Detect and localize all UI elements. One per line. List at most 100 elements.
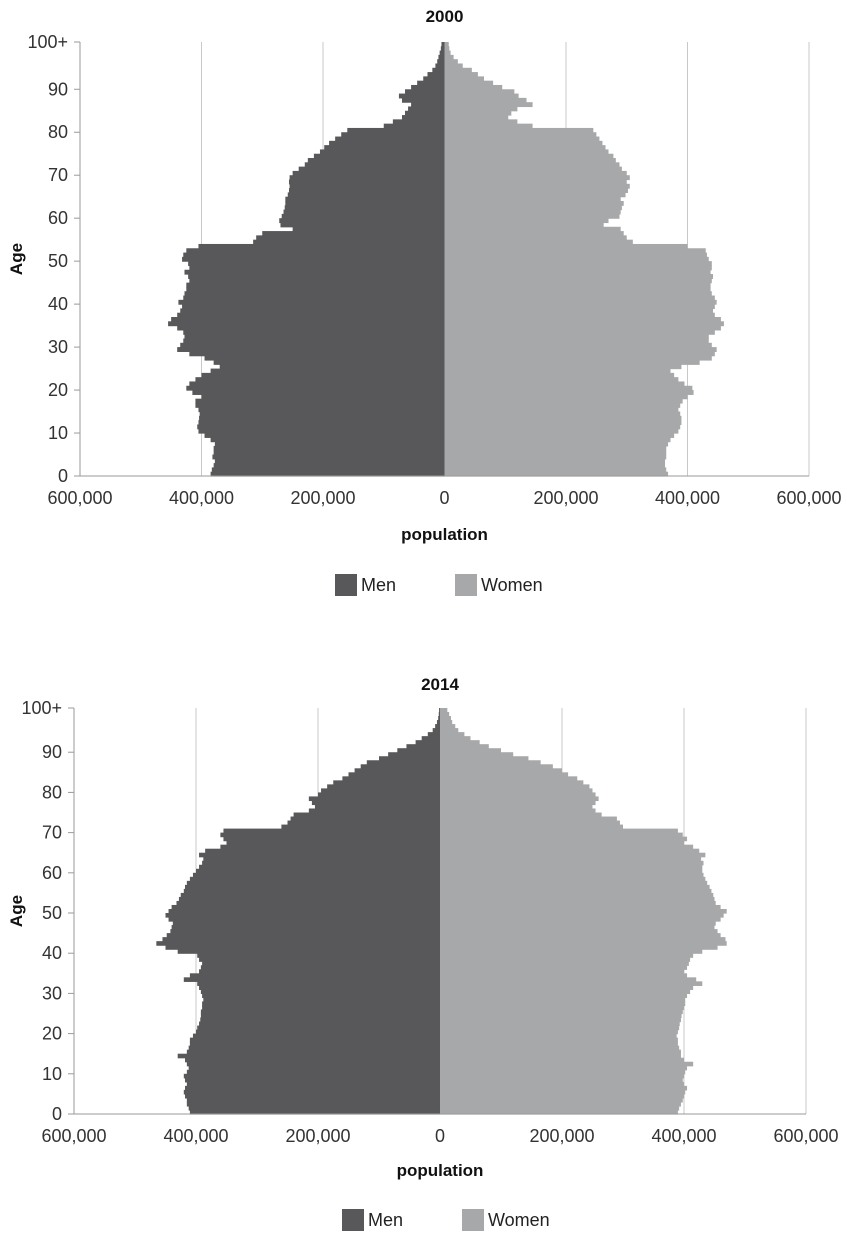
bar-men — [165, 913, 440, 918]
bar-women — [444, 84, 503, 90]
bar-women — [440, 977, 697, 982]
bar-women — [444, 355, 712, 361]
bar-men — [435, 63, 445, 69]
bar-men — [354, 768, 440, 773]
bar-women — [440, 820, 620, 826]
y-tick-label: 20 — [42, 1024, 62, 1044]
y-tick-label: 80 — [42, 782, 62, 802]
x-tick-label: 600,000 — [773, 1126, 838, 1146]
bar-men — [177, 949, 440, 954]
bar-women — [444, 325, 721, 331]
bar-women — [444, 54, 454, 60]
bar-women — [444, 329, 715, 335]
bar-women — [444, 424, 681, 430]
bar-men — [202, 1005, 440, 1011]
bar-women — [440, 752, 514, 757]
bar-women — [444, 115, 509, 120]
bar-women — [444, 269, 711, 275]
bar-women — [440, 880, 708, 886]
bar-men — [415, 740, 440, 745]
bar-men — [366, 760, 440, 765]
bar-men — [198, 243, 445, 249]
bar-women — [440, 1061, 694, 1067]
bar-women — [444, 261, 712, 267]
bar-women — [440, 1009, 683, 1015]
bar-men — [253, 239, 445, 245]
bar-women — [440, 933, 721, 938]
bar-women — [444, 123, 533, 129]
bar-women — [444, 286, 711, 292]
bar-women — [444, 368, 671, 374]
bar-men — [200, 965, 440, 970]
bar-women — [440, 973, 688, 978]
pyramid-chart-2000: 2000 600,000 400,000 200,000 0 200,000 400,00… — [7, 7, 842, 596]
bar-women — [440, 941, 727, 946]
bar-men — [333, 780, 440, 785]
bar-men — [348, 772, 440, 777]
y-tick-label: 10 — [42, 1064, 62, 1084]
legend-label-women: Women — [481, 575, 543, 595]
bar-women — [444, 209, 621, 215]
bar-men — [203, 856, 440, 862]
bar-women — [440, 949, 703, 954]
bar-women — [440, 969, 684, 974]
men-bars — [156, 708, 441, 1115]
bar-men — [189, 381, 445, 387]
bar-men — [171, 925, 440, 930]
bar-men — [195, 398, 445, 404]
bar-women — [440, 740, 480, 745]
bar-men — [204, 355, 445, 361]
y-tick-label: 100+ — [27, 32, 68, 52]
bar-women — [444, 93, 519, 99]
bar-men — [183, 338, 445, 344]
bar-men — [280, 222, 445, 228]
bar-women — [440, 904, 721, 910]
bar-women — [444, 334, 709, 340]
bar-men — [285, 200, 445, 206]
y-tick-label: 60 — [42, 863, 62, 883]
chart-title: 2000 — [426, 7, 464, 26]
bar-men — [165, 945, 440, 950]
y-tick-label: 20 — [48, 380, 68, 400]
bar-women — [440, 908, 727, 914]
bar-men — [171, 904, 440, 910]
bar-men — [214, 458, 445, 464]
bar-women — [444, 458, 666, 464]
bar-men — [171, 317, 445, 322]
bar-men — [304, 162, 445, 168]
y-tick-label: 50 — [42, 903, 62, 923]
bar-women — [444, 278, 712, 284]
y-axis-title: Age — [7, 895, 26, 927]
bar-women — [444, 402, 681, 408]
bar-men — [186, 286, 445, 292]
bar-men — [383, 123, 445, 129]
bar-women — [440, 728, 459, 733]
bar-women — [440, 981, 703, 986]
x-tick-label: 0 — [435, 1126, 445, 1146]
bar-women — [444, 205, 622, 211]
legend-swatch-women — [462, 1209, 484, 1231]
bar-women — [440, 756, 529, 761]
x-tick-label: 200,000 — [533, 488, 598, 508]
bar-men — [189, 876, 440, 882]
x-tick-label: 200,000 — [290, 488, 355, 508]
x-tick-label: 400,000 — [655, 488, 720, 508]
y-tick-label: 10 — [48, 423, 68, 443]
bar-women — [440, 708, 448, 713]
bar-men — [223, 836, 440, 842]
bar-women — [440, 896, 715, 902]
bar-women — [440, 957, 691, 962]
bar-women — [444, 291, 712, 297]
bar-women — [444, 317, 721, 322]
bar-men — [201, 394, 445, 400]
legend-swatch-men — [342, 1209, 364, 1231]
bar-women — [444, 398, 683, 404]
bar-women — [444, 166, 622, 172]
bar-women — [444, 385, 693, 391]
bar-women — [440, 1097, 683, 1103]
bar-men — [335, 136, 445, 142]
bar-men — [185, 884, 440, 890]
bar-women — [440, 828, 678, 834]
bar-women — [440, 764, 553, 769]
bar-women — [440, 953, 694, 958]
